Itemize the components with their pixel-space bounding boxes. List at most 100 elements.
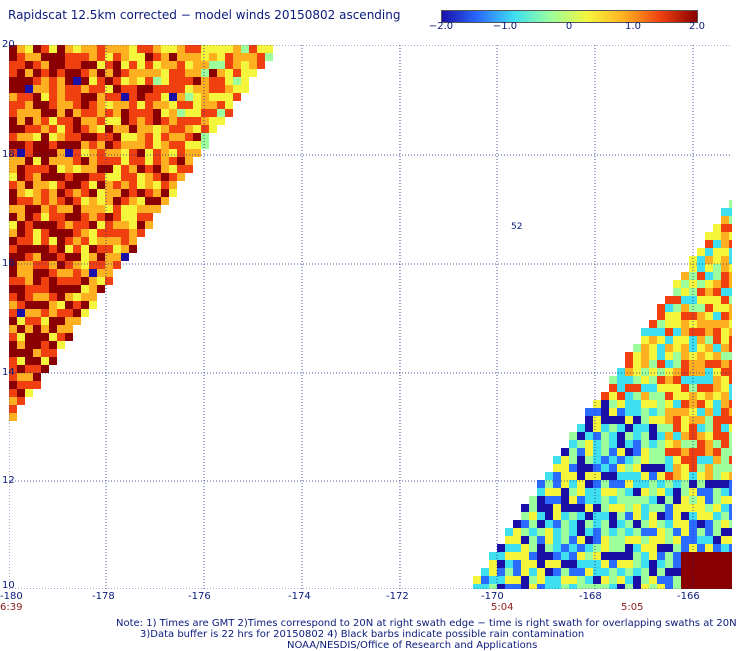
swath-cell — [177, 149, 185, 157]
swath-cell — [641, 464, 649, 472]
swath-cell — [25, 229, 33, 237]
swath-cell — [713, 232, 721, 240]
swath-cell — [49, 45, 57, 53]
swath-cell — [729, 256, 732, 264]
swath-cell — [89, 253, 97, 261]
swath-cell — [553, 472, 561, 480]
swath-cell — [177, 173, 185, 181]
swath-cell — [49, 53, 57, 61]
swath-cell — [593, 584, 601, 589]
swath-cell — [657, 576, 665, 584]
swath-cell — [153, 141, 161, 149]
swath-cell — [729, 504, 732, 512]
swath-cell — [569, 512, 577, 520]
swath-cell — [705, 288, 713, 296]
swath-cell — [625, 472, 633, 480]
swath-cell — [617, 568, 625, 576]
swath-cell — [65, 213, 73, 221]
swath-cell — [585, 544, 593, 552]
swath-cell — [665, 304, 673, 312]
swath-cell — [153, 53, 161, 61]
swath-cell — [705, 344, 713, 352]
swath-cell — [657, 520, 665, 528]
swath-cell — [673, 528, 681, 536]
swath-cell — [729, 376, 732, 384]
swath-cell — [129, 221, 137, 229]
swath-cell — [585, 408, 593, 416]
swath-cell — [89, 93, 97, 101]
swath-cell — [17, 333, 25, 341]
swath-cell — [601, 504, 609, 512]
swath-cell — [25, 157, 33, 165]
swath-cell — [649, 368, 657, 376]
swath-cell — [633, 496, 641, 504]
swath-cell — [609, 432, 617, 440]
swath-cell — [681, 440, 689, 448]
swath-cell — [81, 221, 89, 229]
swath-cell — [673, 464, 681, 472]
swath-cell — [145, 77, 153, 85]
swath-cell — [9, 397, 17, 405]
swath-cell — [33, 173, 41, 181]
swath-cell — [625, 560, 633, 568]
swath-cell — [113, 125, 121, 133]
swath-cell — [209, 69, 217, 77]
swath-cell — [729, 320, 732, 328]
swath-cell — [497, 552, 505, 560]
swath-cell — [9, 325, 17, 333]
swath-cell — [625, 432, 633, 440]
swath-cell — [673, 384, 681, 392]
swath-cell — [641, 544, 649, 552]
swath-cell — [705, 544, 713, 552]
swath-cell — [25, 61, 33, 69]
swath-cell — [73, 93, 81, 101]
swath-cell — [633, 376, 641, 384]
swath-cell — [217, 117, 225, 125]
swath-cell — [617, 504, 625, 512]
swath-cell — [617, 408, 625, 416]
swath-cell — [705, 248, 713, 256]
swath-cell — [681, 336, 689, 344]
swath-cell — [177, 133, 185, 141]
swath-cell — [729, 240, 732, 248]
swath-cell — [65, 317, 73, 325]
swath-cell — [713, 264, 721, 272]
swath-cell — [193, 69, 201, 77]
swath-cell — [553, 584, 561, 589]
swath-cell — [17, 117, 25, 125]
swath-cell — [513, 584, 521, 589]
swath-cell — [657, 448, 665, 456]
swath-cell — [25, 349, 33, 357]
swath-cell — [145, 205, 153, 213]
swath-cell — [177, 69, 185, 77]
swath-cell — [57, 253, 65, 261]
swath-cell — [169, 109, 177, 117]
swath-cell — [113, 181, 121, 189]
swath-cell — [625, 400, 633, 408]
swath-cell — [9, 317, 17, 325]
swath-cell — [593, 448, 601, 456]
swath-cell — [545, 520, 553, 528]
swath-cell — [577, 456, 585, 464]
swath-cell — [633, 392, 641, 400]
swath-cell — [17, 93, 25, 101]
swath-cell — [713, 360, 721, 368]
swath-cell — [57, 141, 65, 149]
swath-cell — [33, 149, 41, 157]
swath-cell — [177, 109, 185, 117]
swath-cell — [705, 392, 713, 400]
swath-cell — [41, 53, 49, 61]
swath-cell — [153, 181, 161, 189]
swath-cell — [89, 109, 97, 117]
swath-cell — [705, 480, 713, 488]
swath-cell — [121, 205, 129, 213]
swath-cell — [97, 61, 105, 69]
swath-cell — [633, 400, 641, 408]
swath-cell — [17, 341, 25, 349]
swath-cell — [633, 520, 641, 528]
swath-cell — [97, 69, 105, 77]
swath-cell — [673, 376, 681, 384]
swath-cell — [113, 53, 121, 61]
swath-cell — [121, 157, 129, 165]
swath-cell — [81, 277, 89, 285]
